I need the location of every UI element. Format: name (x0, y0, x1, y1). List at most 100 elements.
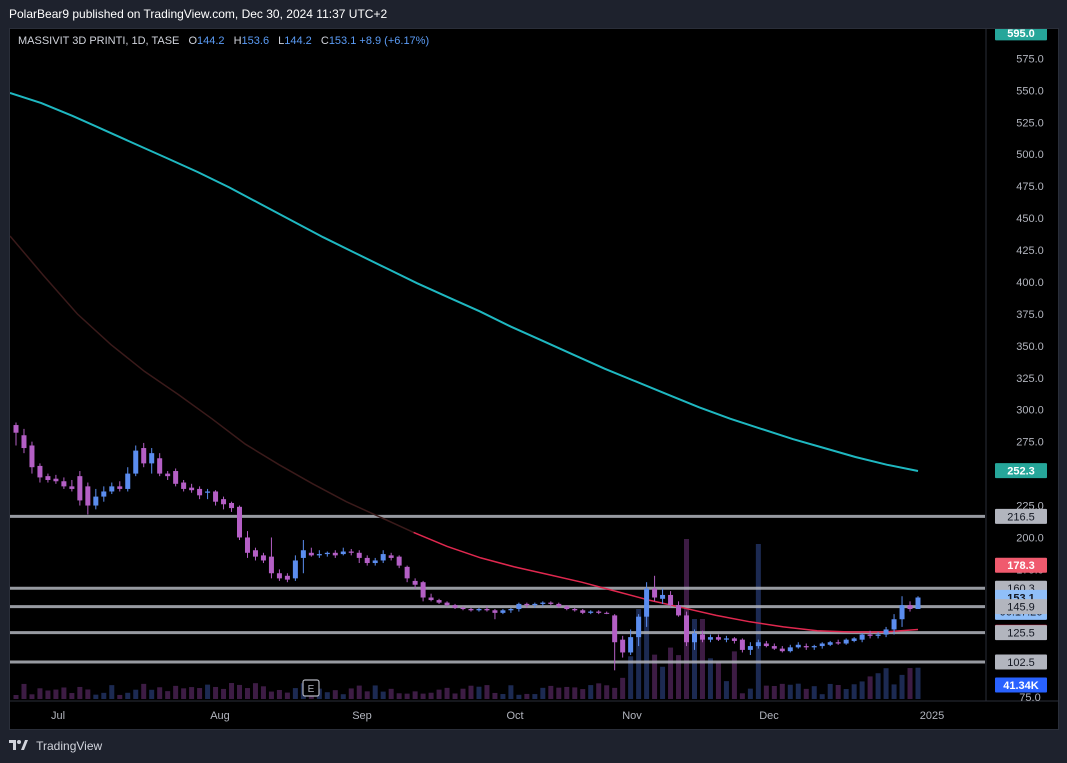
candle-body (620, 639, 626, 653)
symbol-name: MASSIVIT 3D PRINTI, 1D, TASE (18, 35, 180, 47)
ma-mid-line (413, 531, 919, 633)
candle (731, 637, 737, 644)
candle-body (883, 629, 889, 635)
price-badge-bg (995, 625, 1047, 641)
candle-body (795, 644, 801, 648)
candle (205, 488, 211, 500)
candle (827, 640, 833, 647)
candle-body (803, 646, 809, 648)
volume-bar (412, 691, 418, 699)
candle (811, 644, 817, 650)
candle-body (268, 556, 274, 574)
earnings-marker: E (302, 679, 320, 697)
candle-body (636, 616, 642, 638)
candle (197, 486, 203, 500)
candle (699, 630, 705, 643)
candle-body (221, 499, 227, 505)
volume-bar (827, 683, 833, 699)
candle (460, 606, 466, 611)
volume-bar (117, 694, 123, 699)
volume-bar (763, 685, 769, 699)
candle-body (181, 482, 187, 489)
volume-bar (660, 666, 666, 699)
candle-body (165, 473, 171, 477)
candle-body (340, 551, 346, 555)
volume-bar (332, 690, 338, 699)
volume-bar (229, 683, 235, 699)
candle (356, 550, 362, 564)
chart-panel[interactable]: 75.0100.0125.0150.0175.0200.0225.0250.02… (9, 28, 1059, 730)
price-chart[interactable]: 75.0100.0125.0150.0175.0200.0225.0250.02… (10, 29, 1058, 729)
candle-body (53, 478, 59, 482)
y-tick-label: 450.0 (1016, 213, 1044, 225)
volume-bar (668, 647, 674, 699)
candle-body (460, 607, 466, 610)
volume-bar (755, 544, 761, 699)
volume-bar (843, 689, 849, 699)
candle (843, 638, 849, 645)
y-tick-label: 575.0 (1016, 53, 1044, 65)
open-key: O (188, 35, 197, 47)
candle-body (644, 588, 650, 617)
open-value: 144.2 (197, 35, 225, 47)
candle-body (564, 606, 570, 610)
volume-bar (452, 693, 458, 699)
candle-body (476, 609, 482, 611)
candle-body (332, 552, 338, 556)
volume-bar (803, 688, 809, 699)
volume-bar (580, 689, 586, 699)
volume-bar (61, 687, 67, 699)
candle (332, 550, 338, 558)
candle (612, 614, 618, 671)
volume-bar (851, 684, 857, 699)
candle (181, 479, 187, 492)
candle-body (149, 453, 155, 464)
publish-info: PolarBear9 published on TradingView.com,… (9, 7, 388, 21)
candle (891, 614, 897, 635)
candle-body (612, 615, 618, 643)
candle (420, 580, 426, 602)
price-badge: 252.3 (995, 463, 1047, 479)
candle-body (308, 552, 314, 556)
candle-body (819, 643, 825, 647)
y-tick-label: 500.0 (1016, 149, 1044, 161)
candle (101, 486, 107, 502)
low-key: L (278, 35, 285, 47)
candle-body (133, 450, 139, 474)
volume-bar (149, 689, 155, 699)
volume-bar (596, 683, 602, 699)
candle (851, 637, 857, 643)
candle-body (747, 646, 753, 650)
candle-body (707, 637, 713, 640)
candle-body (787, 647, 793, 652)
candle (755, 639, 761, 649)
candle (771, 643, 777, 650)
candle (229, 501, 235, 512)
volume-bar (364, 691, 370, 699)
candle-body (213, 491, 219, 502)
y-tick-label: 350.0 (1016, 341, 1044, 353)
y-tick-label: 325.0 (1016, 373, 1044, 385)
candle-body (21, 435, 27, 449)
candle-body (731, 638, 737, 641)
tradingview-logo-icon (9, 738, 29, 756)
candle (899, 596, 905, 627)
candle-body (755, 642, 761, 647)
symbol-legend: MASSIVIT 3D PRINTI, 1D, TASE O144.2 H153… (18, 35, 429, 47)
brand-name[interactable]: TradingView (36, 739, 103, 753)
price-badge-bg (995, 29, 1047, 41)
volume-bar (13, 695, 19, 699)
candle-body (316, 554, 322, 556)
candle-body (396, 556, 402, 566)
price-badge: 178.3 (995, 557, 1047, 573)
y-tick-label: 550.0 (1016, 85, 1044, 97)
candle (157, 453, 163, 477)
price-badge: 41.34K (995, 677, 1047, 693)
candle-body (229, 502, 235, 509)
candle-body (141, 448, 147, 464)
volume-bar (548, 685, 554, 699)
volume-bar (21, 683, 27, 699)
candle-body (189, 487, 195, 491)
price-badge-label: 145.9 (1007, 602, 1035, 614)
volume-bar (388, 688, 394, 699)
